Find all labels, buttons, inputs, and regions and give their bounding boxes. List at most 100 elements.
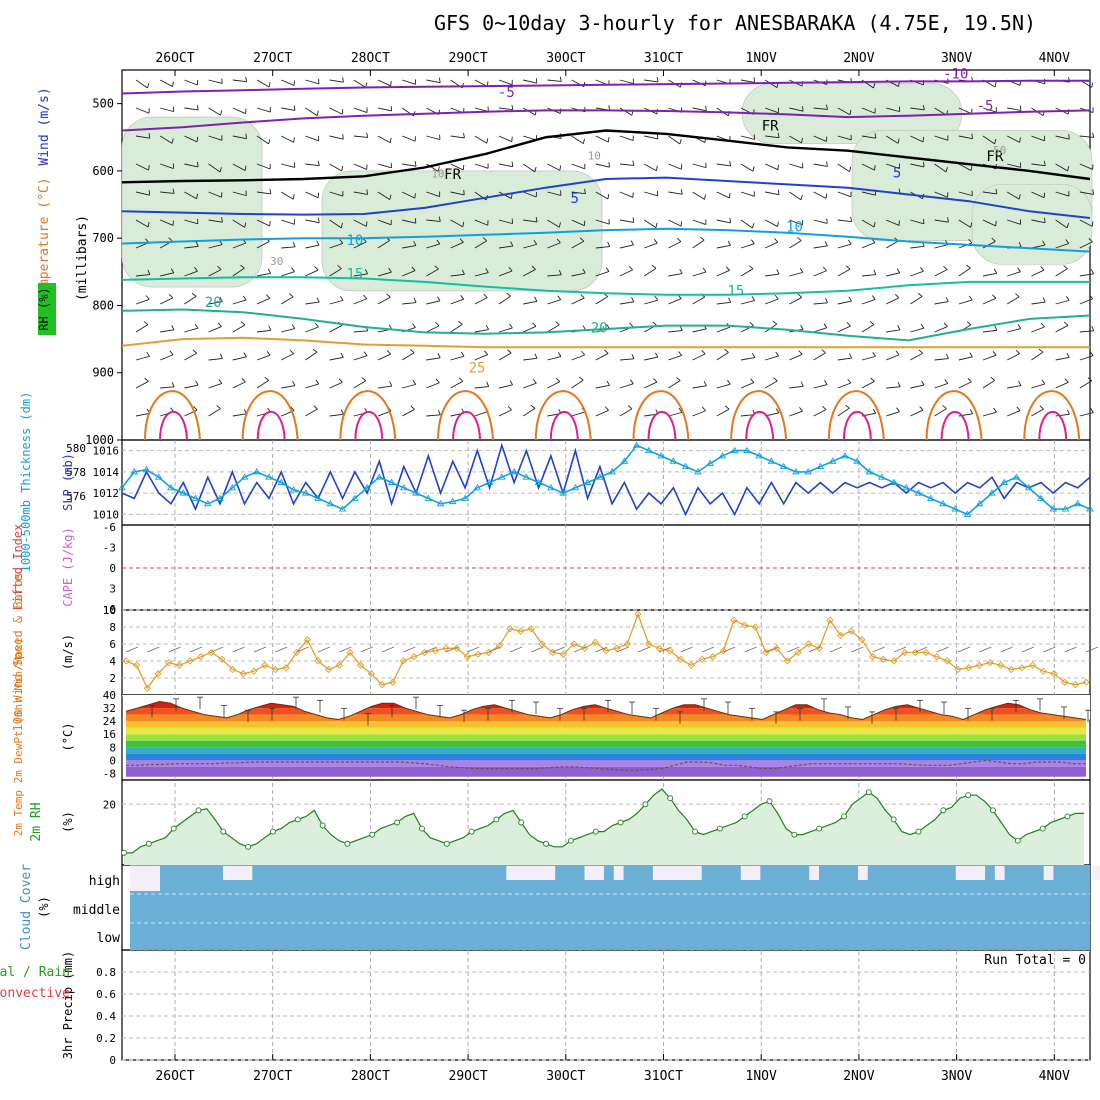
thickness-marker [252,468,261,475]
wind-barb [532,379,537,384]
rh-marker [716,825,723,832]
thickness-marker [620,457,629,464]
wind-barb [305,163,320,167]
wind-barb [886,219,900,226]
wind-speed-marker [389,678,397,686]
wind-barb [885,240,899,249]
wind-barb [291,267,295,272]
wind-barb [208,107,221,116]
wind-barb [966,321,972,326]
isotherm-35 [354,410,384,441]
isotherm-30 [632,390,690,441]
wind-barb [168,237,173,242]
wind-barb [1055,191,1070,197]
wind-barb-10m [403,646,416,653]
wind-barb [450,163,464,171]
wind-barb [232,107,246,115]
wind-barb [958,299,973,305]
rh-marker [617,819,624,826]
thickness-marker [902,483,910,491]
rh-2m-unit: (%) [61,811,75,833]
wind-speed-marker [517,627,525,635]
wind-barb [886,329,901,333]
wind-barb-10m [701,646,715,653]
wind-barb [305,107,318,117]
wind-speed-marker [997,661,1005,669]
thickness-marker [975,499,984,507]
wind-barb [148,133,151,139]
wind-barb [847,378,852,384]
wind-barb [556,238,561,244]
wind-barb [668,298,682,305]
date-tick-label: 26OCT [155,1069,194,1084]
wind-barb-10m [851,646,864,653]
thickness-marker [963,510,972,517]
date-tick-label: 4NOV [1039,51,1070,66]
wind-barb [523,219,538,223]
wind-barb [994,325,998,331]
wind-barb [1015,349,1020,354]
wind-barb [401,409,415,417]
thickness-marker [828,457,837,464]
isotherm-lines [121,79,1091,441]
wind-speed-marker [143,684,151,692]
thickness-marker [461,494,469,501]
wind-barb-10m [936,646,949,653]
wind-barb [861,191,876,196]
wind-barb [1018,194,1021,200]
wind-barb [281,328,295,333]
wind-barb [1079,298,1093,305]
wind-barb [1079,273,1094,277]
wind-barb [789,297,802,305]
cloud-gap [1092,866,1100,880]
wind-barb [919,406,924,411]
wind-barb [813,384,828,389]
wind-barb [413,297,417,303]
wind-barb [435,378,440,384]
wind-barb [341,166,344,172]
wind-barb [281,219,295,225]
wind-barb [1064,378,1069,383]
wind-speed-marker [783,657,791,665]
wind-barb [160,297,173,305]
isotherm-label: 50 [993,144,1006,157]
wind-barb [507,406,512,411]
wind-barb [910,327,924,333]
wind-tick-label: 4 [109,655,116,668]
wind-barb [171,138,174,144]
wind-barb [386,350,392,355]
temp-tick-label: 16 [103,728,116,741]
wind-barb [584,188,586,194]
wind-barb [1055,243,1069,249]
isotherm-label: 5 [893,166,901,182]
thickness-marker [804,468,812,475]
cloud-level-label: low [97,931,121,946]
temp-tick-label: 0 [109,754,116,767]
thickness-axis-label: 1000-500mb Thickness (dm) [19,392,33,573]
wind-barb [353,79,366,88]
wind-barb [1079,219,1093,227]
thickness-tick-label: 576 [66,490,86,503]
wind-barb [232,267,245,277]
wind-barb [982,135,995,145]
wind-barb [934,269,948,277]
wind-barb [390,105,393,111]
thickness-marker [816,462,825,470]
wind-barb [329,107,343,115]
cloud-gap [652,866,702,880]
wind-speed-marker [666,647,674,655]
wind-barb [281,246,296,249]
wind-barb [160,354,174,361]
wind-barb [184,135,198,143]
wind-speed-marker [559,650,567,658]
wind-speed-marker [378,681,386,689]
wind-barb [450,380,464,389]
top-date-axis: 26OCT 27OCT 28OCT 29OCT 30OCT 31OCT 1NOV 2NOV 3N… [155,51,1070,76]
wind-barb [184,79,198,86]
wind-barb-10m [979,646,992,653]
wind-barb-10m [168,646,181,653]
thickness-marker [375,473,384,480]
thickness-marker [167,483,175,491]
wind-barb [971,133,973,139]
